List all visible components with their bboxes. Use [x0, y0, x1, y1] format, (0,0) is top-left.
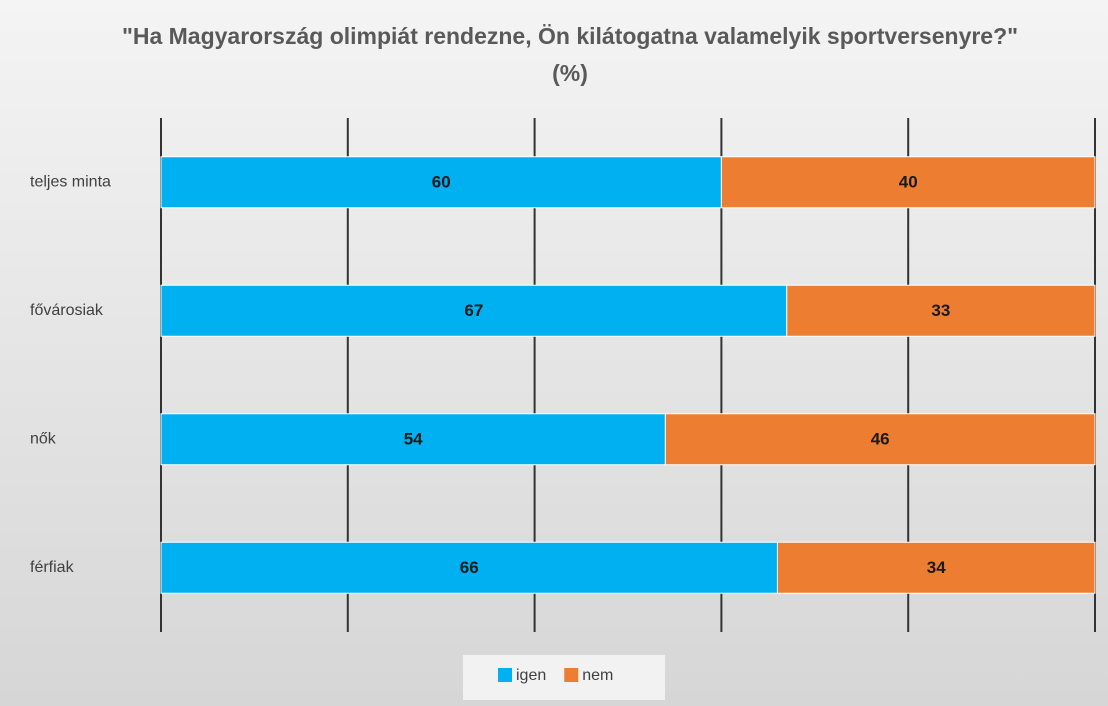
- legend-label: igen: [516, 667, 546, 684]
- bar-segment: [776, 541, 1096, 594]
- legend-swatch: [564, 668, 579, 682]
- data-label: 66: [460, 558, 479, 577]
- chart-title: "Ha Magyarország olimpiát rendezne, Ön k…: [121, 23, 1019, 86]
- data-label: 54: [404, 430, 423, 449]
- legend-label: nem: [582, 667, 613, 684]
- data-label: 46: [871, 430, 890, 449]
- bar-segment: [664, 413, 1096, 466]
- data-label: 40: [899, 173, 918, 192]
- bar-segment: [160, 156, 722, 209]
- bar-segment: [720, 156, 1096, 209]
- legend-swatch: [498, 668, 512, 682]
- y-tick-label: nők: [30, 430, 57, 447]
- bar-segment: [160, 541, 778, 594]
- data-label: 33: [931, 301, 950, 320]
- data-label: 60: [432, 173, 451, 192]
- data-label: 67: [464, 301, 483, 320]
- y-tick-label: fővárosiak: [30, 302, 104, 319]
- data-label: 34: [927, 558, 946, 577]
- bar-segment: [786, 284, 1096, 337]
- bar-segment: [160, 413, 666, 466]
- y-tick-label: teljes minta: [30, 173, 111, 190]
- y-tick-label: férfiak: [30, 559, 75, 576]
- legend-box: [463, 655, 665, 700]
